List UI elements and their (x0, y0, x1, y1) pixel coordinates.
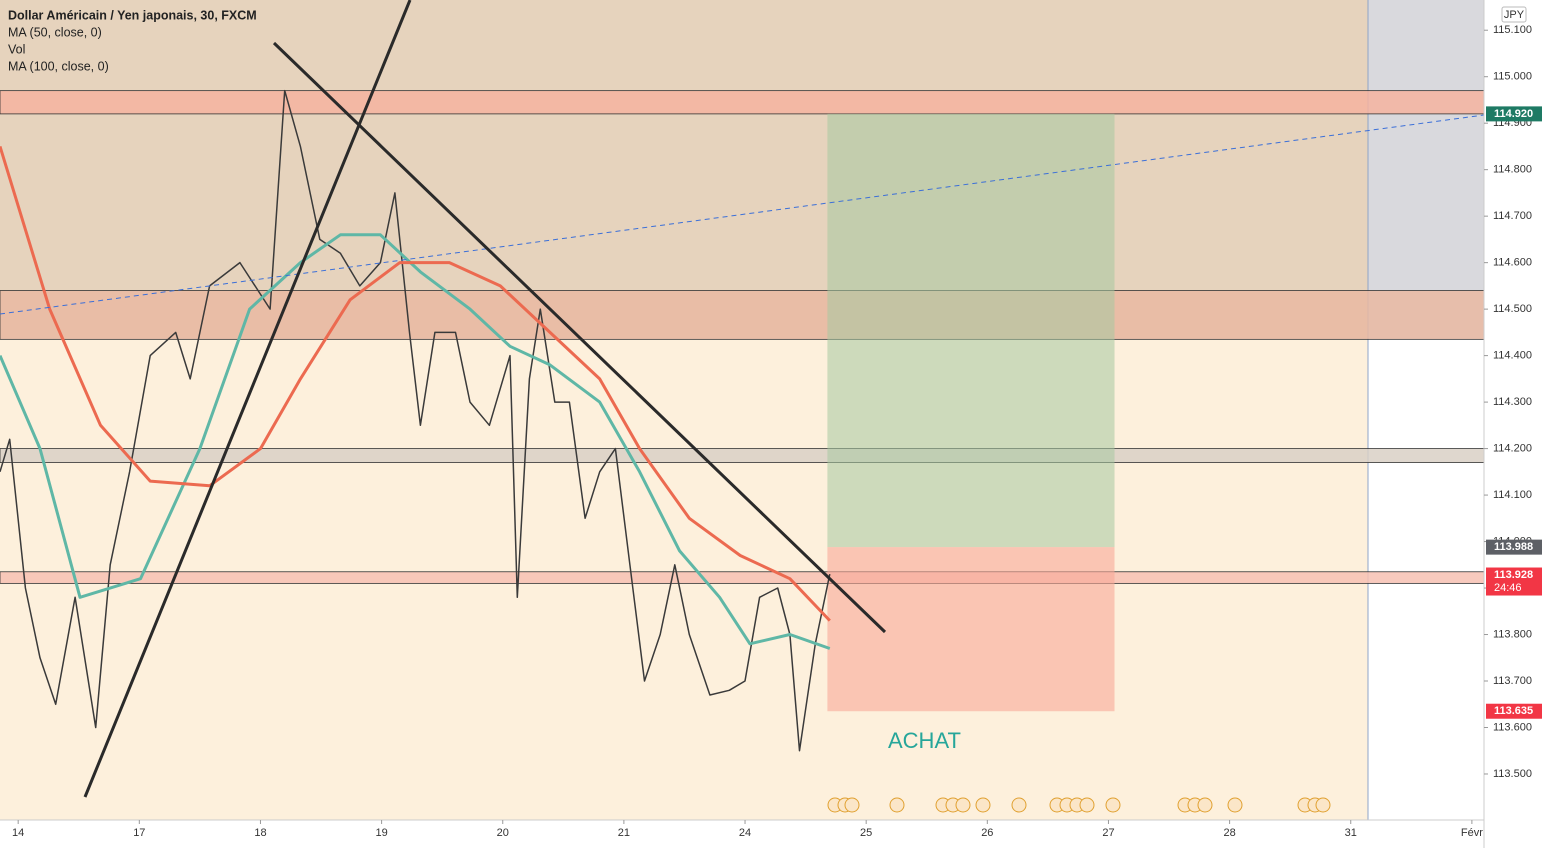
price-label-bg (1486, 106, 1542, 122)
indicator: MA (50, close, 0) (8, 25, 102, 39)
moving-average (0, 233, 831, 650)
moving-average (0, 145, 831, 622)
y-tick-label: 113.600 (1493, 721, 1532, 733)
y-tick-label: 114.800 (1493, 164, 1532, 176)
x-tick-label: 27 (1102, 827, 1114, 839)
x-tick-label: 19 (375, 827, 387, 839)
y-tick-label: 113.700 (1493, 675, 1532, 687)
x-tick-label: 20 (497, 827, 509, 839)
y-tick-label: 113.500 (1493, 768, 1532, 780)
y-tick-label: 114.700 (1493, 210, 1532, 222)
price-label: 114.920 (1494, 108, 1533, 120)
y-tick-label: 115.000 (1493, 71, 1532, 83)
price-label: 113.988 (1494, 541, 1533, 553)
chart-title: Dollar Américain / Yen japonais, 30, FXC… (8, 8, 257, 22)
y-tick-label: 114.200 (1493, 442, 1532, 454)
y-tick-label: 114.300 (1493, 396, 1532, 408)
target-zone (827, 113, 1115, 548)
zone (0, 90, 1485, 115)
trend-line (0, 114, 1485, 315)
future-area (1368, 0, 1484, 338)
event-icons (827, 797, 1331, 813)
x-tick-label: 14 (12, 827, 24, 839)
y-tick-label: 114.500 (1493, 303, 1532, 315)
y-tick-label: 114.600 (1493, 257, 1532, 269)
x-tick-label: Févr (1461, 827, 1483, 839)
y-tick-label: 115.100 (1493, 24, 1532, 36)
price-line (0, 89, 831, 752)
price-label-bg (1486, 703, 1542, 719)
indicator: MA (100, close, 0) (8, 59, 109, 73)
time-axis (0, 820, 1484, 848)
price-label-bg (1486, 539, 1542, 555)
zone (0, 290, 1485, 340)
y-tick-label: 113.800 (1493, 628, 1532, 640)
x-tick-label: 26 (981, 827, 993, 839)
annotation: ACHAT (888, 728, 961, 753)
y-tick-label: 114.400 (1493, 350, 1532, 362)
resistance-area (0, 0, 1368, 338)
x-tick-label: 21 (618, 827, 630, 839)
trend-line (83, 0, 412, 798)
x-tick-label: 25 (860, 827, 872, 839)
currency: JPY (1504, 9, 1525, 21)
x-tick-label: 31 (1345, 827, 1357, 839)
x-tick-label: 18 (254, 827, 266, 839)
x-tick-label: 17 (133, 827, 145, 839)
y-tick-label: 114.100 (1493, 489, 1532, 501)
indicator: Vol (8, 42, 25, 56)
price-label: 113.635 (1494, 705, 1533, 717)
x-tick-label: 28 (1223, 827, 1235, 839)
x-tick-label: 24 (739, 827, 751, 839)
zone (0, 571, 1485, 584)
stop-zone (827, 547, 1115, 712)
price-label: 113.928 (1494, 569, 1533, 581)
countdown: 24:46 (1494, 582, 1522, 594)
currency-badge (1501, 6, 1527, 23)
trend-line (272, 41, 887, 634)
price-label-bg (1486, 567, 1542, 596)
